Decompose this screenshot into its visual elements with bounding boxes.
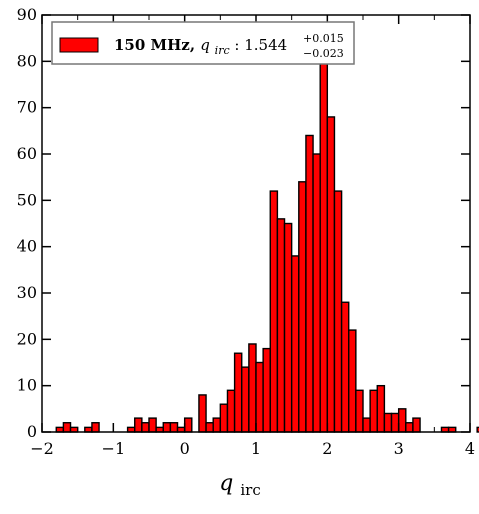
y-tick-label: 70: [17, 98, 37, 117]
y-tick-label: 80: [17, 51, 37, 70]
x-tick-label: 4: [465, 439, 475, 458]
x-axis-label: q irc: [219, 471, 260, 499]
histogram-bar: [405, 422, 414, 433]
histogram-bar: [169, 422, 179, 433]
histogram-bar: [340, 301, 350, 433]
histogram-bar: [233, 352, 243, 433]
histogram-bar: [312, 153, 321, 433]
x-tick-label: 2: [322, 439, 332, 458]
legend-label: 150 MHz, q irc : 1.544: [114, 36, 287, 58]
histogram-bar: [212, 417, 222, 433]
histogram-bar: [283, 222, 293, 433]
histogram-bars: [55, 60, 479, 433]
histogram-bar: [348, 329, 357, 433]
legend-label-sep: :: [234, 36, 244, 54]
histogram-bar: [62, 422, 72, 433]
legend-box: [51, 21, 355, 65]
histogram-bar: [397, 408, 407, 433]
legend-label-sub: irc: [215, 44, 230, 57]
y-tick-label: 40: [17, 237, 37, 256]
histogram-bar: [219, 403, 229, 433]
legend-label-sup: +0.015: [303, 32, 344, 45]
x-tick-label: −1: [102, 439, 126, 458]
histogram-bar: [248, 343, 257, 433]
histogram-bar: [162, 422, 172, 433]
histogram-bar: [269, 190, 279, 433]
histogram-bar: [369, 389, 378, 433]
x-axis-label-sub: irc: [240, 481, 260, 499]
histogram-bar: [305, 134, 314, 433]
x-tick-label: 3: [394, 439, 404, 458]
y-tick-label: 90: [17, 5, 37, 24]
legend-label-main: 150 MHz,: [114, 36, 200, 54]
y-axis-ticks: 0 10 20 30 40 50 60 70 80 90: [17, 5, 470, 441]
histogram-bar: [390, 412, 400, 433]
histogram-bar: [241, 366, 250, 433]
y-tick-label: 10: [17, 376, 37, 395]
x-tick-label: 1: [251, 439, 261, 458]
x-tick-label: 0: [180, 439, 190, 458]
histogram-bar: [276, 218, 286, 433]
legend-swatch: [59, 37, 99, 53]
histogram-bar: [205, 422, 214, 433]
histogram-bar: [141, 422, 150, 433]
histogram-bar: [226, 389, 236, 433]
histogram-bar: [376, 384, 386, 433]
histogram-bar: [255, 361, 264, 433]
y-tick-label: 50: [17, 190, 37, 209]
histogram-bar: [326, 116, 336, 433]
histogram-bar: [183, 417, 193, 433]
legend: 150 MHz, q irc : 1.544 +0.015 −0.023: [51, 21, 355, 65]
y-tick-label: 0: [27, 422, 37, 441]
histogram-bar: [91, 422, 100, 433]
histogram-bar: [134, 417, 143, 433]
legend-label-value: 1.544: [244, 36, 287, 54]
histogram-bar: [412, 417, 421, 433]
histogram-bar: [290, 255, 300, 433]
histogram-bar: [319, 60, 329, 433]
histogram-bar: [198, 394, 207, 433]
x-tick-label: −2: [30, 439, 54, 458]
histogram-bar: [362, 417, 371, 433]
x-axis-label-main: q: [219, 471, 233, 496]
histogram-bar: [262, 347, 271, 433]
histogram-bar: [148, 417, 157, 433]
x-axis-ticks: −2 −1 0 1 2 3 4: [30, 15, 475, 458]
y-tick-label: 20: [17, 329, 37, 348]
y-tick-label: 60: [17, 144, 37, 163]
histogram-bar: [298, 181, 307, 433]
legend-label-var: q: [200, 36, 210, 54]
legend-label-low: −0.023: [303, 47, 344, 60]
histogram-bar: [333, 190, 343, 433]
histogram-bar: [355, 389, 364, 433]
histogram-bar: [383, 412, 393, 433]
y-tick-label: 30: [17, 283, 37, 302]
histogram-bar: [476, 426, 479, 433]
